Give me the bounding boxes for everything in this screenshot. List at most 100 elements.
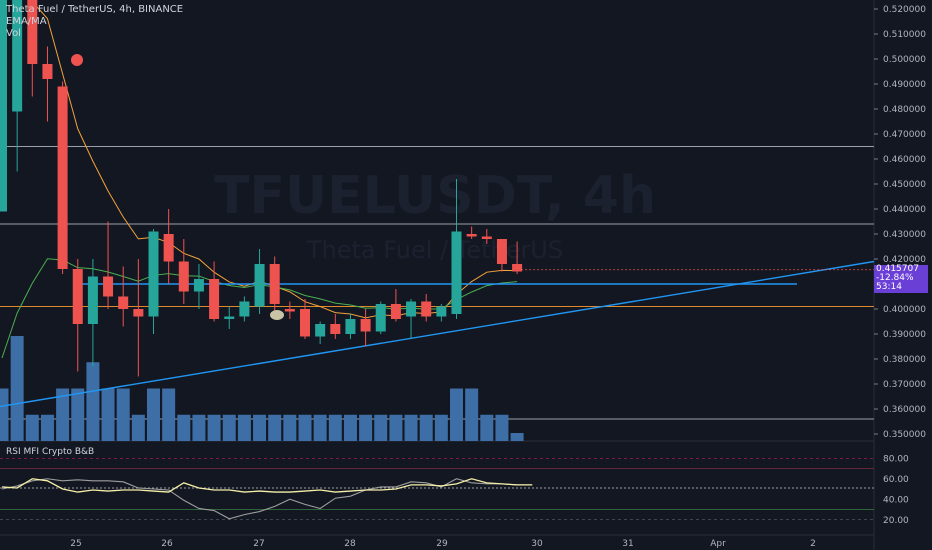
volume-bar	[298, 414, 312, 441]
volume-bar	[56, 388, 70, 441]
ema-ma-indicator-label[interactable]: EMA/MA	[6, 16, 47, 27]
candle-body	[163, 234, 174, 262]
price-axis-label: 0.460000	[883, 155, 926, 165]
volume-bar	[283, 414, 297, 441]
chart-legend: Theta Fuel / TetherUS, 4h, BINANCE EMA/M…	[6, 4, 183, 40]
candle-body	[451, 231, 462, 314]
sell-signal-marker	[71, 54, 83, 66]
volume-bar	[71, 388, 85, 441]
time-axis-label: 2	[810, 539, 816, 549]
volume-bar	[177, 414, 191, 441]
candle-body	[496, 239, 507, 264]
volume-bar	[419, 414, 433, 441]
volume-bar	[495, 414, 509, 441]
volume-bar	[86, 362, 100, 441]
ascending-trendline	[0, 260, 875, 408]
candle-body	[87, 276, 98, 324]
last-price: 0.415707	[876, 264, 919, 274]
symbol-title[interactable]: Theta Fuel / TetherUS, 4h, BINANCE	[6, 4, 184, 15]
volume-bar	[116, 388, 130, 441]
candle-body	[57, 86, 68, 269]
rsi-line	[1, 478, 533, 493]
volume-bar	[510, 433, 524, 441]
candle-body	[315, 324, 326, 337]
price-axis-label: 0.390000	[883, 330, 926, 340]
volume-bar	[207, 414, 221, 441]
candle-body	[360, 319, 371, 332]
volume-bar	[222, 414, 236, 441]
volume-bar	[480, 414, 494, 441]
rsi-axis-label: 60.00	[883, 475, 909, 485]
volume-bar	[465, 388, 479, 441]
price-axis-label: 0.510000	[883, 30, 926, 40]
candle-body	[375, 304, 386, 332]
volume-bar	[101, 388, 115, 441]
price-axis-label: 0.400000	[883, 305, 926, 315]
candle-body	[133, 309, 144, 317]
price-axis-label: 0.360000	[883, 405, 926, 415]
volume-bar	[40, 414, 54, 441]
candle-body	[0, 0, 7, 212]
candle-body	[118, 296, 129, 309]
candle-body	[209, 279, 220, 319]
volume-bar	[434, 414, 448, 441]
rsi-mfi-label[interactable]: RSI MFI Crypto B&B	[6, 447, 95, 457]
volume-indicator-label[interactable]: Vol	[6, 28, 21, 39]
time-axis-label: 28	[344, 539, 356, 549]
volume-bar	[10, 336, 24, 441]
volume-bar	[313, 414, 327, 441]
rsi-axis-label: 80.00	[883, 454, 909, 464]
volume-bar	[131, 414, 145, 441]
volume-bar	[328, 414, 342, 441]
volume-bar	[0, 388, 9, 441]
price-axis-label: 0.520000	[883, 5, 926, 15]
time-axis-label: 27	[253, 539, 264, 549]
price-axis-label: 0.490000	[883, 80, 926, 90]
volume-bar	[374, 414, 388, 441]
candle-body	[72, 269, 83, 324]
candle-body	[390, 304, 401, 319]
candle-body	[512, 264, 523, 272]
candle-body	[193, 279, 204, 292]
volume-bar	[192, 414, 206, 441]
price-axis-label: 0.500000	[883, 55, 926, 65]
time-axis-label: 30	[531, 539, 543, 549]
candle-body	[436, 306, 447, 317]
candle-body	[178, 261, 189, 292]
candle-body	[330, 324, 341, 334]
price-axis-label: 0.430000	[883, 230, 926, 240]
candle-body	[300, 309, 310, 337]
last-price-tag: 0.415707 -12.84% 53:14	[874, 265, 928, 293]
price-axis-label: 0.420000	[883, 255, 926, 265]
volume-bar	[268, 414, 282, 441]
watermark-ticker: TFUELUSDT, 4h	[214, 166, 656, 226]
price-axis-label: 0.470000	[883, 130, 926, 140]
volume-bar	[389, 414, 403, 441]
candle-body	[148, 231, 159, 317]
price-change: -12.84%	[876, 273, 914, 283]
time-axis-label: 26	[161, 539, 173, 549]
candle-body	[466, 234, 477, 237]
candle-body	[12, 0, 23, 112]
price-axis-label: 0.380000	[883, 355, 926, 365]
time-axis-label: Apr	[710, 539, 726, 549]
price-axis-label: 0.450000	[883, 180, 926, 190]
volume-bar	[404, 414, 418, 441]
candle-body	[481, 236, 492, 239]
volume-bar	[162, 388, 176, 441]
price-axis-label: 0.480000	[883, 105, 926, 115]
volume-bar	[25, 414, 39, 441]
candle-body	[254, 264, 265, 307]
candle-body	[406, 301, 417, 317]
candle-body	[224, 316, 235, 319]
candle-body	[27, 0, 38, 64]
signal-marker	[270, 310, 284, 320]
volume-bar	[147, 388, 160, 441]
price-axis-label: 0.350000	[883, 430, 926, 440]
volume-bar	[343, 414, 357, 441]
candle-body	[421, 301, 432, 317]
rsi-axis-label: 20.00	[883, 516, 909, 526]
price-axis-label: 0.440000	[883, 205, 926, 215]
